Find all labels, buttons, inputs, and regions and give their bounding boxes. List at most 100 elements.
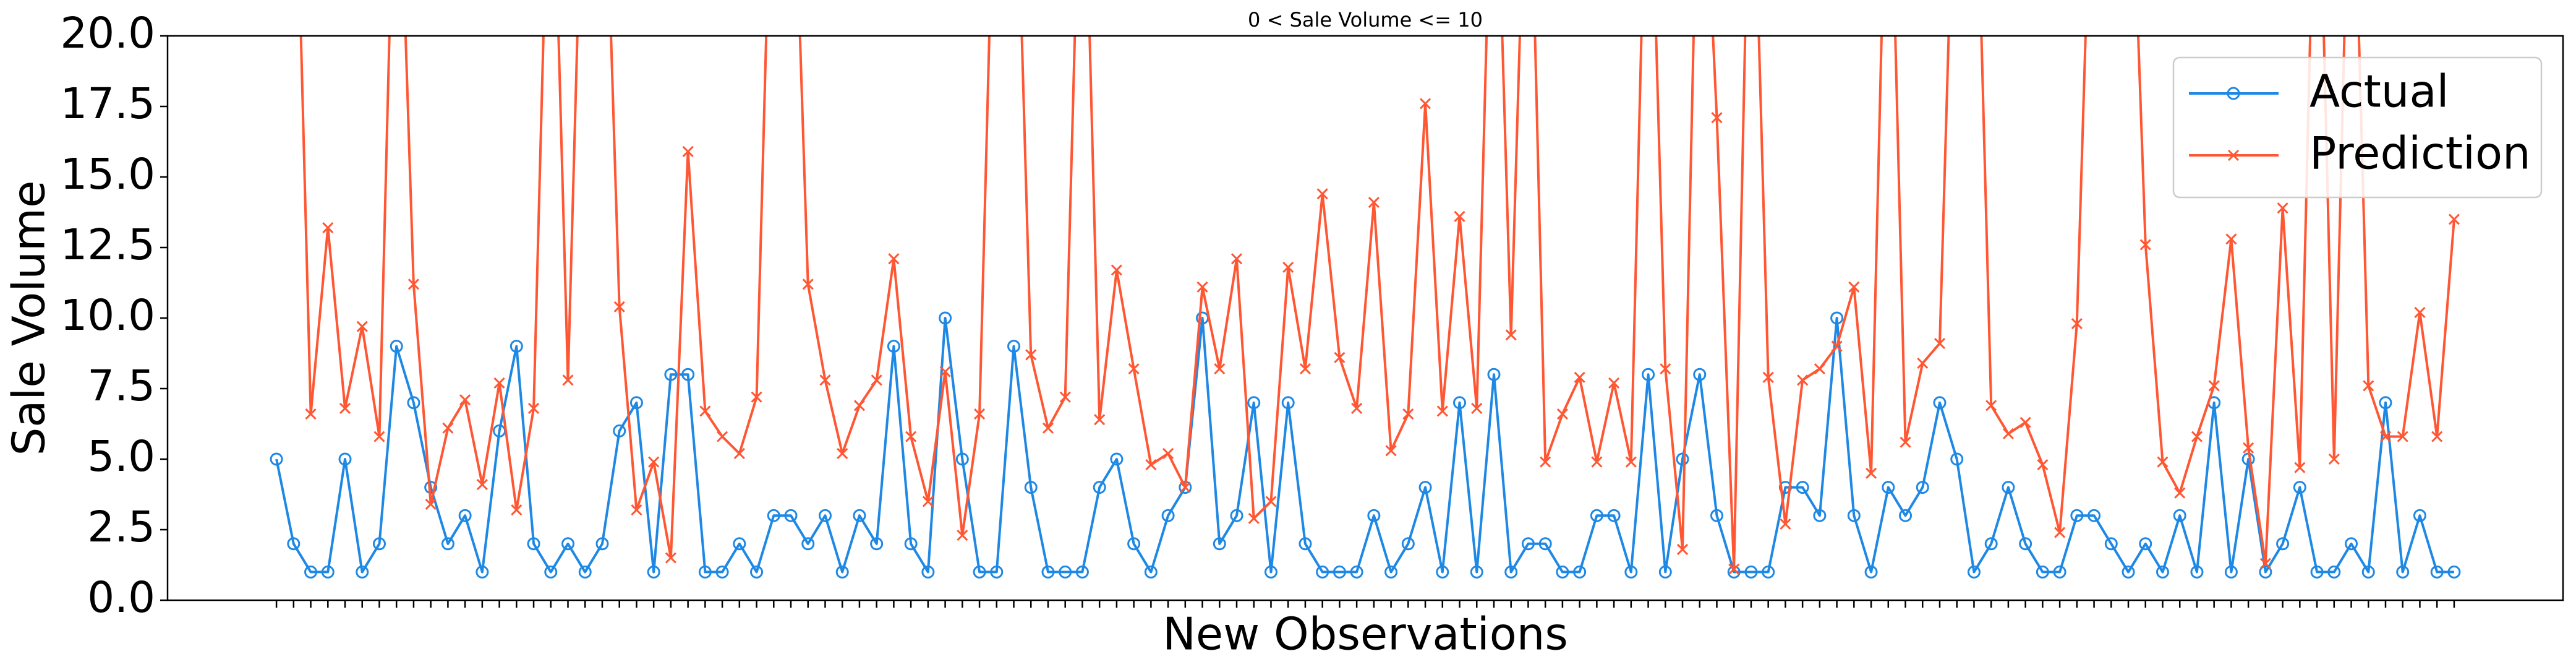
data-point <box>2414 306 2426 318</box>
data-point <box>2379 431 2392 442</box>
data-point <box>1505 329 1517 341</box>
data-point <box>1179 481 1191 493</box>
data-point <box>733 537 746 551</box>
data-point <box>2208 380 2220 392</box>
y-tick-label: 12.5 <box>60 220 155 270</box>
data-point <box>853 400 866 411</box>
data-point <box>751 391 762 403</box>
data-point <box>1144 565 1158 579</box>
data-point <box>1024 481 1038 494</box>
data-point <box>905 431 917 442</box>
data-point <box>871 374 882 386</box>
data-point <box>1041 565 1055 579</box>
data-point <box>1847 509 1861 522</box>
data-point <box>2276 537 2290 551</box>
data-point <box>2122 565 2135 579</box>
data-point <box>715 565 729 579</box>
data-point <box>2243 442 2254 454</box>
data-point <box>1470 565 1483 579</box>
data-point <box>1075 565 1089 579</box>
y-tick-label: 5.0 <box>87 432 155 481</box>
data-point <box>1538 537 1552 551</box>
data-point <box>2277 202 2288 214</box>
data-point <box>1693 368 1707 381</box>
data-point <box>2294 462 2306 473</box>
data-point <box>1230 253 1243 265</box>
data-point <box>802 278 814 290</box>
data-point <box>2328 453 2340 465</box>
data-point <box>1196 281 1208 293</box>
data-point <box>648 456 660 468</box>
data-point <box>955 452 969 466</box>
data-point <box>1230 509 1243 522</box>
data-point <box>1864 565 1878 579</box>
data-point <box>1367 509 1381 522</box>
data-point <box>1710 509 1723 522</box>
data-point <box>613 301 625 312</box>
data-point <box>629 396 643 410</box>
data-point <box>1711 112 1723 124</box>
data-point <box>1299 537 1312 551</box>
data-point <box>717 431 728 442</box>
data-point <box>2070 509 2084 522</box>
data-point <box>322 222 334 234</box>
data-point <box>1350 565 1363 579</box>
data-point <box>1351 402 1363 414</box>
data-point <box>2036 565 2049 579</box>
data-point <box>2088 509 2101 522</box>
data-point <box>1282 261 1294 273</box>
data-point <box>2139 537 2152 551</box>
data-point <box>2156 565 2169 579</box>
data-point <box>922 496 934 507</box>
data-point <box>870 537 884 551</box>
data-point <box>1419 98 1431 110</box>
data-point <box>1042 422 1054 434</box>
data-point <box>1059 565 1072 579</box>
data-point <box>939 311 952 325</box>
data-point <box>837 447 848 459</box>
data-point <box>973 408 986 420</box>
data-point <box>2104 537 2118 551</box>
data-point <box>1934 337 1946 350</box>
data-point <box>2157 456 2169 468</box>
data-point <box>1025 349 1037 361</box>
data-point <box>527 537 540 551</box>
y-tick-label: 10.0 <box>60 291 155 340</box>
data-point <box>2327 565 2341 579</box>
data-point <box>750 565 764 579</box>
data-point <box>957 530 968 541</box>
data-point <box>1401 537 1415 551</box>
legend-marker <box>2227 87 2240 100</box>
data-point <box>1624 565 1638 579</box>
data-point <box>921 565 935 579</box>
data-point <box>2430 565 2444 579</box>
data-point <box>1281 396 1295 410</box>
data-point <box>1967 565 1981 579</box>
data-point <box>1453 396 1467 410</box>
data-point <box>1264 565 1277 579</box>
chart-title: 0 < Sale Volume <= 10 <box>1248 8 1483 32</box>
data-point <box>1796 481 1809 494</box>
data-point <box>511 504 522 516</box>
data-point <box>1797 374 1809 386</box>
data-point <box>458 509 472 522</box>
data-point <box>1334 351 1346 363</box>
data-point <box>1299 363 1311 375</box>
data-point <box>1145 459 1157 471</box>
data-point <box>1436 405 1448 417</box>
data-point <box>1865 467 1877 479</box>
data-point <box>2191 431 2203 442</box>
data-point <box>818 509 832 522</box>
data-point <box>1504 565 1518 579</box>
data-point <box>544 565 558 579</box>
data-point <box>1162 447 1174 459</box>
data-point <box>1830 311 1844 325</box>
data-point <box>2173 509 2186 522</box>
plot-frame <box>166 35 2564 601</box>
data-point <box>1882 481 1895 494</box>
data-point <box>1985 400 1997 411</box>
data-point <box>1418 481 1432 494</box>
data-point <box>356 321 368 332</box>
data-point <box>2071 318 2083 330</box>
